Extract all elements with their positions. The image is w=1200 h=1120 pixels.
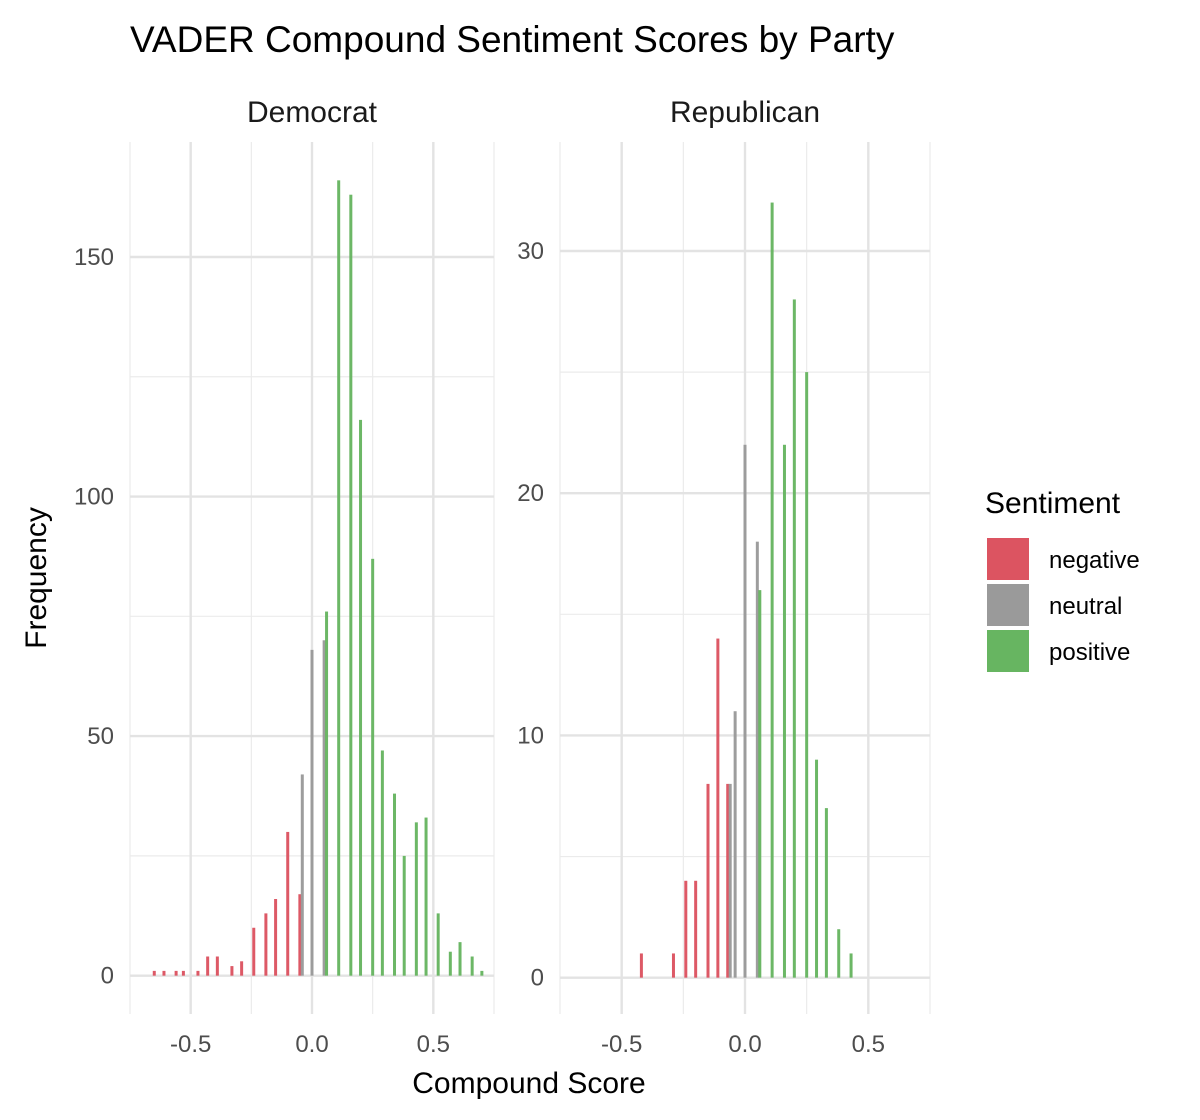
legend-label-neutral: neutral (1049, 593, 1122, 620)
histogram-bar-negative (181, 970, 185, 976)
histogram-bar-negative (639, 953, 643, 978)
x-tick-label: 0.5 (852, 1031, 885, 1058)
y-tick-label: 0 (531, 965, 544, 992)
y-tick-label: 0 (101, 963, 114, 990)
histogram-bar-neutral (322, 640, 326, 976)
histogram-bar-negative (716, 638, 720, 978)
legend-swatch-positive (987, 630, 1029, 672)
legend-title: Sentiment (985, 487, 1121, 520)
legend: Sentiment negative neutral positive (985, 487, 1140, 672)
facet-panel-0: 0 50 100 150 -0.5 0.0 0.5 Democrat (74, 96, 495, 1058)
y-axis-label: Frequency (20, 507, 53, 649)
histogram-bar-negative (252, 927, 256, 976)
legend-label-negative: negative (1049, 547, 1140, 574)
histogram-bar-neutral (300, 774, 304, 976)
x-tick-label: 0.0 (295, 1031, 328, 1058)
x-tick-label: -0.5 (170, 1031, 211, 1058)
histogram-bar-positive (393, 793, 397, 976)
histogram-bar-positive (805, 372, 809, 978)
histogram-bar-negative (671, 953, 675, 978)
histogram-bar-positive (402, 855, 406, 976)
histogram-bar-negative (196, 970, 200, 976)
histogram-bar-positive (837, 929, 841, 978)
histogram-bar-negative (706, 783, 710, 978)
histogram-bar-negative (274, 899, 278, 976)
histogram-bar-negative (240, 961, 244, 976)
histogram-bar-positive (470, 956, 474, 976)
histogram-bar-negative (694, 880, 698, 978)
chart-title: VADER Compound Sentiment Scores by Party (130, 19, 895, 60)
facet-title: Republican (670, 96, 820, 129)
histogram-bar-negative (215, 956, 219, 976)
histogram-bar-neutral (743, 444, 747, 978)
legend-swatch-negative (987, 538, 1029, 580)
legend-swatch-neutral (987, 584, 1029, 626)
facet-title: Democrat (247, 96, 378, 129)
histogram-bar-positive (480, 970, 484, 976)
histogram-bar-positive (371, 558, 375, 976)
histogram-bar-positive (414, 822, 418, 976)
histogram-bar-negative (726, 783, 730, 978)
histogram-bar-positive (458, 942, 462, 976)
histogram-bar-positive (424, 817, 428, 976)
y-tick-label: 10 (517, 722, 544, 749)
histogram-bar-negative (152, 970, 156, 976)
y-tick-label: 20 (517, 480, 544, 507)
histogram-bar-positive (770, 202, 774, 978)
histogram-bar-neutral (728, 783, 732, 978)
y-tick-label: 100 (74, 484, 114, 511)
histogram-bar-positive (359, 419, 363, 976)
histogram-bar-negative (162, 970, 166, 976)
facet-panel-1: 0 10 20 30 -0.5 0.0 0.5 Republican (517, 96, 931, 1058)
histogram-bar-positive (436, 913, 440, 976)
y-tick-label: 50 (87, 723, 114, 750)
histogram-bar-positive (815, 759, 819, 978)
histogram-bar-positive (325, 611, 329, 976)
histogram-bar-neutral (755, 541, 759, 978)
histogram-bar-positive (380, 750, 384, 976)
histogram-bar-negative (684, 880, 688, 978)
histogram-bar-positive (782, 444, 786, 978)
y-tick-label: 150 (74, 244, 114, 271)
histogram-bar-positive (337, 180, 341, 976)
histogram-bar-negative (230, 966, 234, 976)
histogram-bar-negative (286, 831, 290, 976)
x-axis-label: Compound Score (412, 1067, 645, 1100)
histogram-bar-neutral (733, 711, 737, 978)
histogram-bar-positive (849, 953, 853, 978)
y-tick-label: 30 (517, 238, 544, 265)
histogram-bar-positive (349, 194, 353, 976)
histogram-bar-negative (174, 970, 178, 976)
histogram-bar-negative (206, 956, 210, 976)
x-tick-label: 0.5 (417, 1031, 450, 1058)
histogram-bar-positive (448, 951, 452, 976)
histogram-bar-positive (792, 299, 796, 978)
histogram-bar-positive (824, 808, 828, 978)
histogram-bar-negative (298, 894, 302, 976)
histogram-bar-neutral (310, 649, 314, 976)
facet-panels: 0 50 100 150 -0.5 0.0 0.5 Democrat 0 10 20 30 -0.5 0.… (74, 96, 931, 1058)
x-tick-label: 0.0 (728, 1031, 761, 1058)
x-tick-label: -0.5 (601, 1031, 642, 1058)
legend-label-positive: positive (1049, 639, 1130, 666)
histogram-bar-positive (758, 590, 762, 978)
histogram-bar-negative (264, 913, 268, 976)
